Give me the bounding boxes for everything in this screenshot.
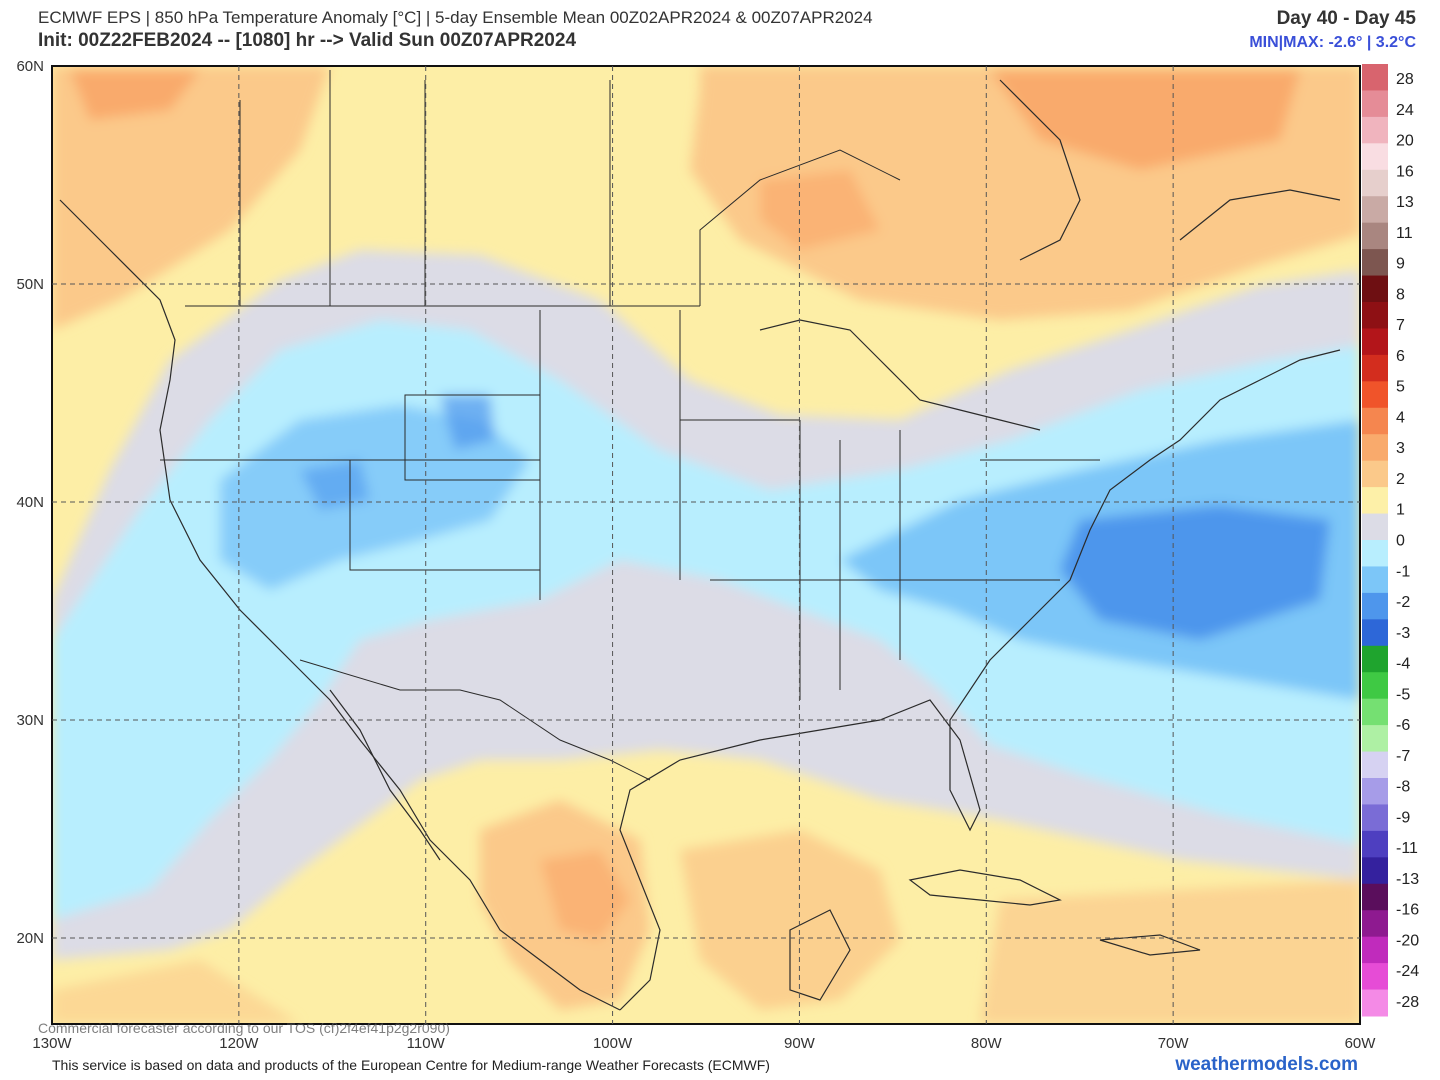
colorbar-label: -1 <box>1396 563 1410 580</box>
colorbar-label: 1 <box>1396 502 1405 519</box>
colorbar-swatch <box>1362 513 1388 541</box>
colorbar-label: -7 <box>1396 748 1410 765</box>
colorbar-swatch <box>1362 883 1388 911</box>
colorbar-swatch <box>1362 222 1388 250</box>
lon-label: 100W <box>593 1035 633 1052</box>
colorbar-label: 7 <box>1396 317 1405 334</box>
colorbar-swatch <box>1362 275 1388 303</box>
colorbar-label: 3 <box>1396 440 1405 457</box>
colorbar-swatch <box>1362 830 1388 858</box>
colorbar-swatch <box>1362 434 1388 462</box>
colorbar-label: 11 <box>1396 225 1413 242</box>
colorbar-swatch <box>1362 751 1388 779</box>
anomaly-field <box>52 66 1360 1024</box>
colorbar-swatch <box>1362 487 1388 515</box>
min-max-readout: MIN|MAX: -2.6° | 3.2°C <box>1249 34 1416 51</box>
colorbar-swatch <box>1362 804 1388 832</box>
colorbar-swatch <box>1362 249 1388 277</box>
colorbar-label: -3 <box>1396 625 1410 642</box>
colorbar-swatch <box>1362 989 1388 1017</box>
colorbar-swatch <box>1362 540 1388 567</box>
license-watermark: Commercial forecaster according to our T… <box>38 1020 450 1036</box>
colorbar-swatch <box>1362 910 1388 938</box>
lat-label: 60N <box>16 58 44 75</box>
lat-label: 40N <box>16 494 44 511</box>
colorbar-swatch <box>1362 196 1388 224</box>
colorbar-swatch <box>1362 460 1388 488</box>
colorbar-swatch <box>1362 302 1388 329</box>
colorbar-label: 2 <box>1396 471 1405 488</box>
header-right: Day 40 - Day 45 MIN|MAX: -2.6° | 3.2°C <box>1249 8 1416 52</box>
colorbar-label: 4 <box>1396 409 1405 426</box>
colorbar-swatch <box>1362 725 1388 753</box>
colorbar-label: -9 <box>1396 809 1410 826</box>
colorbar-label: 28 <box>1396 71 1414 88</box>
colorbar-label: 8 <box>1396 286 1405 303</box>
map-title: ECMWF EPS | 850 hPa Temperature Anomaly … <box>38 8 873 27</box>
lon-label: 120W <box>219 1035 259 1052</box>
colorbar-label: -24 <box>1396 963 1419 980</box>
colorbar-label: 20 <box>1396 133 1414 150</box>
colorbar-swatch <box>1362 698 1388 726</box>
lon-label: 90W <box>784 1035 816 1052</box>
lat-label: 30N <box>16 712 44 729</box>
init-valid-line: Init: 00Z22FEB2024 -- [1080] hr --> Vali… <box>38 30 577 51</box>
colorbar-swatch <box>1362 936 1388 964</box>
colorbar-swatch <box>1362 64 1388 91</box>
colorbar-swatch <box>1362 328 1388 356</box>
colorbar-swatch <box>1362 672 1388 700</box>
longitude-labels: 130W 120W 110W 100W 90W 80W 70W 60W <box>32 1035 1376 1052</box>
colorbar-swatch <box>1362 169 1388 197</box>
colorbar-label: -5 <box>1396 686 1410 703</box>
colorbar-swatch <box>1362 592 1388 620</box>
colorbar-label: -16 <box>1396 902 1419 919</box>
colorbar-label: -4 <box>1396 656 1410 673</box>
colorbar-label: -28 <box>1396 994 1419 1011</box>
colorbar-labels: 28 24 20 16 13 11 9 8 7 6 5 4 3 2 1 0 -1 -2 -3 -4 -5 -6 -7 -8 -9… <box>1396 71 1419 1011</box>
political-borders <box>160 70 1100 781</box>
colorbar-swatch <box>1362 566 1388 594</box>
colorbar-swatch <box>1362 645 1388 673</box>
graticule <box>52 66 1360 1024</box>
colorbar-swatch <box>1362 857 1388 885</box>
colorbar-swatch <box>1362 354 1388 382</box>
lon-label: 70W <box>1158 1035 1190 1052</box>
lat-label: 20N <box>16 930 44 947</box>
colorbar-label: 13 <box>1396 194 1414 211</box>
colorbar-swatch <box>1362 90 1388 118</box>
colorbar-swatch <box>1362 381 1388 409</box>
colorbar-label: -20 <box>1396 932 1419 949</box>
colorbar-label: -8 <box>1396 779 1410 796</box>
day-range: Day 40 - Day 45 <box>1276 8 1416 29</box>
colorbar-swatch <box>1362 407 1388 435</box>
colorbar-swatch <box>1362 116 1388 144</box>
colorbar <box>1362 64 1388 1017</box>
colorbar-label: -2 <box>1396 594 1410 611</box>
lat-label: 50N <box>16 276 44 293</box>
brand-link[interactable]: weathermodels.com <box>1175 1054 1358 1075</box>
ecmwf-attribution: This service is based on data and produc… <box>52 1057 770 1073</box>
colorbar-label: -13 <box>1396 871 1419 888</box>
colorbar-label: 24 <box>1396 102 1414 119</box>
latitude-labels: 60N 50N 40N 30N 20N <box>16 58 44 947</box>
colorbar-label: 0 <box>1396 533 1405 550</box>
colorbar-label: 9 <box>1396 256 1405 273</box>
lon-label: 80W <box>971 1035 1003 1052</box>
coastlines <box>59 79 1341 1011</box>
colorbar-swatch <box>1362 963 1388 991</box>
lon-label: 110W <box>407 1035 446 1052</box>
colorbar-label: 6 <box>1396 348 1405 365</box>
lon-label: 130W <box>32 1035 72 1052</box>
colorbar-label: 5 <box>1396 379 1405 396</box>
colorbar-label: 16 <box>1396 163 1414 180</box>
colorbar-swatch <box>1362 619 1388 647</box>
lon-label: 60W <box>1345 1035 1377 1052</box>
map-frame <box>51 65 1361 1025</box>
colorbar-swatch <box>1362 778 1388 805</box>
colorbar-label: -6 <box>1396 717 1410 734</box>
colorbar-label: -11 <box>1396 840 1418 857</box>
colorbar-swatch <box>1362 143 1388 171</box>
header-left: ECMWF EPS | 850 hPa Temperature Anomaly … <box>38 8 873 52</box>
